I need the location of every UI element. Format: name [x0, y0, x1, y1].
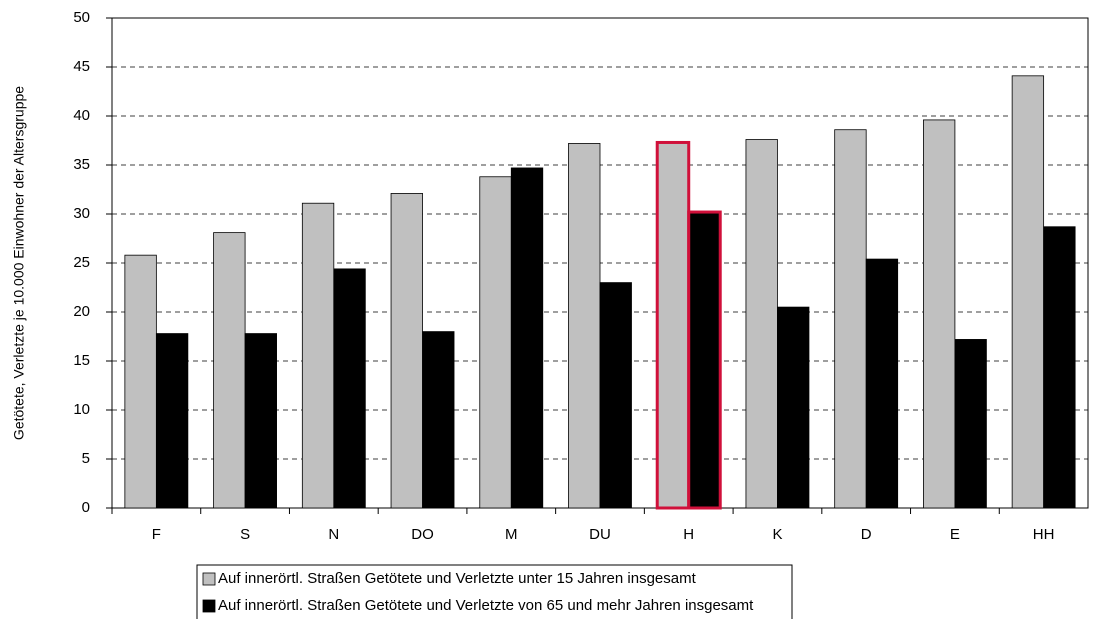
x-tick-label: N: [328, 526, 339, 543]
bar: [568, 143, 601, 509]
x-tick-label: DO: [411, 526, 434, 543]
y-tick-label: 35: [73, 156, 90, 173]
bar: [1043, 226, 1076, 509]
bar: [422, 331, 455, 509]
bar: [301, 202, 335, 509]
y-tick-label: 50: [73, 9, 90, 26]
legend-box: [196, 564, 793, 619]
bar: [1011, 75, 1045, 509]
y-tick-label: 40: [73, 107, 90, 124]
x-tick-label: DU: [589, 526, 611, 543]
legend-label: Auf innerörtl. Straßen Getötete und Verl…: [218, 597, 754, 614]
x-tick-label: S: [240, 526, 250, 543]
bar: [745, 139, 778, 509]
bar: [479, 176, 512, 509]
x-tick-label: F: [152, 526, 161, 543]
bar: [244, 333, 277, 509]
bar: [213, 232, 246, 509]
x-tick-label: E: [950, 526, 960, 543]
bar: [777, 306, 810, 509]
bar: [834, 129, 867, 509]
x-tick-label: H: [683, 526, 694, 543]
bar: [510, 167, 544, 509]
y-tick-label: 45: [73, 58, 90, 75]
bar: [865, 258, 899, 509]
bar: [124, 254, 157, 509]
legend-swatch: [202, 572, 216, 586]
bar: [333, 268, 366, 509]
y-tick-label: 20: [73, 303, 90, 320]
bar: [655, 140, 691, 510]
y-tick-label: 30: [73, 205, 90, 222]
y-tick-label: 15: [73, 352, 90, 369]
legend-label: Auf innerörtl. Straßen Getötete und Verl…: [218, 570, 697, 587]
y-tick-label: 25: [73, 254, 90, 271]
y-tick-label: 0: [82, 499, 90, 516]
y-axis-label: Getötete, Verletzte je 10.000 Einwohner …: [11, 86, 27, 440]
bar: [687, 210, 722, 510]
bar: [923, 119, 956, 509]
x-tick-label: K: [772, 526, 782, 543]
y-tick-label: 10: [73, 401, 90, 418]
bar: [599, 282, 632, 509]
bar: [954, 339, 987, 509]
bar: [155, 333, 189, 509]
x-tick-label: D: [861, 526, 872, 543]
bar: [390, 193, 423, 509]
x-tick-label: HH: [1033, 526, 1055, 543]
legend-swatch: [202, 599, 216, 613]
y-tick-label: 5: [82, 450, 90, 467]
x-tick-label: M: [505, 526, 518, 543]
